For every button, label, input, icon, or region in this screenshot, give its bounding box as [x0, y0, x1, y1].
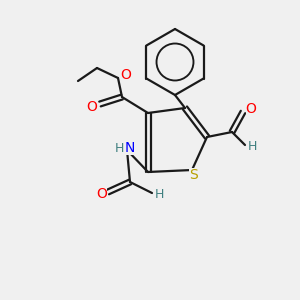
Text: O: O — [246, 102, 256, 116]
Text: H: H — [247, 140, 257, 152]
Text: H: H — [154, 188, 164, 200]
Text: O: O — [87, 100, 98, 114]
Text: S: S — [189, 168, 197, 182]
Text: O: O — [121, 68, 131, 82]
Text: N: N — [125, 141, 135, 155]
Text: H: H — [114, 142, 124, 154]
Text: O: O — [97, 187, 107, 201]
